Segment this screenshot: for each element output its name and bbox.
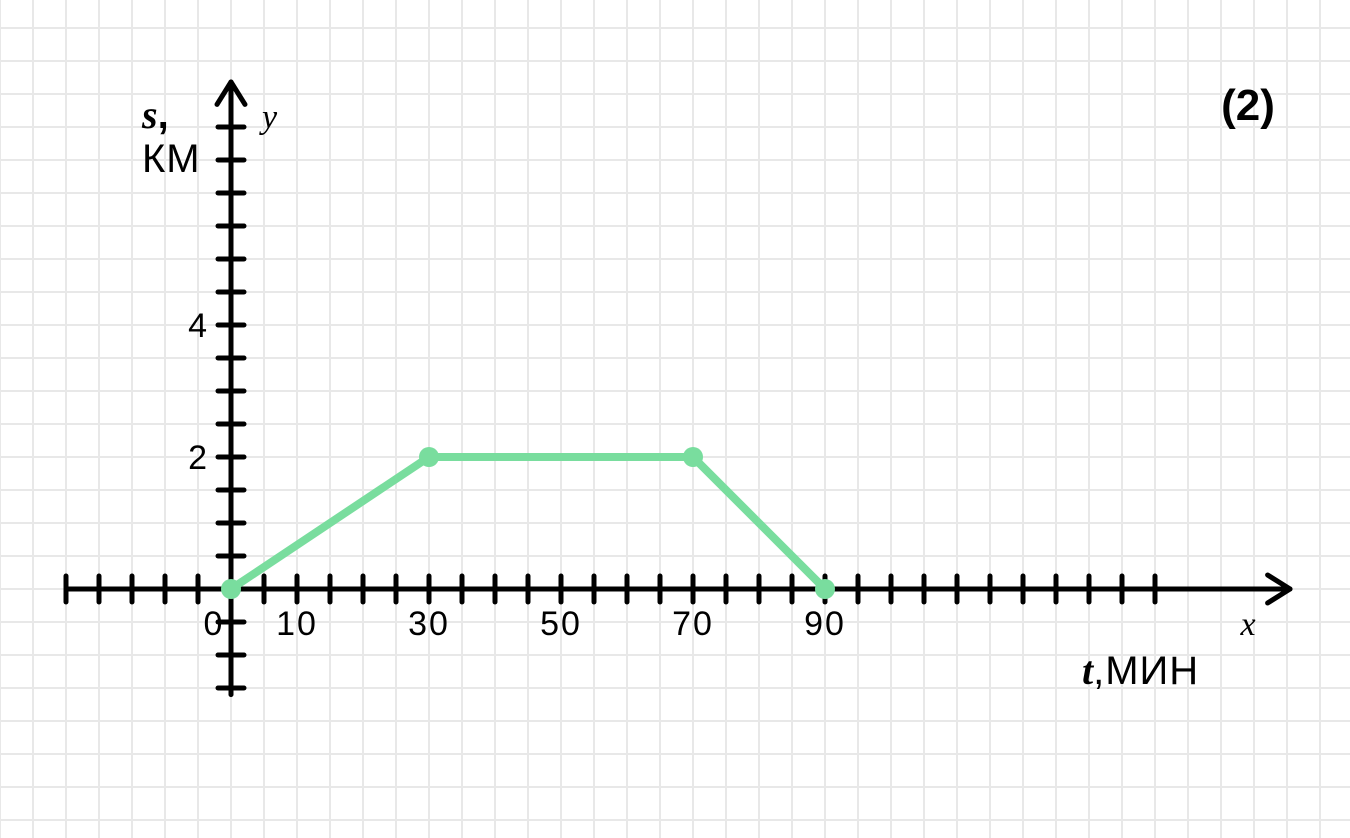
- x-tick-label: 50: [540, 605, 582, 643]
- x-axis-unit-label: t,МИН: [1082, 648, 1199, 693]
- y-tick-label: 4: [188, 307, 207, 345]
- x-tick-label: 70: [672, 605, 714, 643]
- y-tick-label: 2: [188, 439, 207, 477]
- x-tick-label: 90: [804, 605, 846, 643]
- y-axis-letter: y: [259, 99, 278, 136]
- x-axis-letter: x: [1239, 606, 1255, 643]
- origin-label: 0: [204, 605, 223, 643]
- y-axis-unit-label: s,: [141, 92, 169, 137]
- x-tick-label: 30: [408, 605, 450, 643]
- chart-svg: 10 30 50 70 90 2 4 0 x y t,МИН s,КМ (2): [0, 0, 1350, 838]
- x-tick-label: 10: [276, 605, 318, 643]
- y-axis-unit-label-line2: КМ: [142, 137, 201, 181]
- chart-container: 10 30 50 70 90 2 4 0 x y t,МИН s,КМ (2): [0, 0, 1350, 838]
- figure-number-label: (2): [1221, 81, 1275, 130]
